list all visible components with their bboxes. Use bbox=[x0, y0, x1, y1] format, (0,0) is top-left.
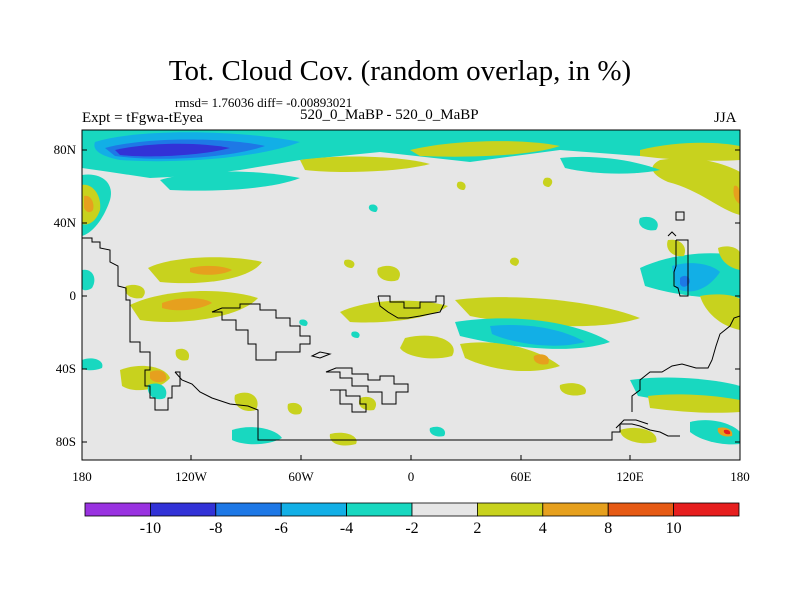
x-tick-label: 180 bbox=[72, 469, 92, 484]
colorbar-box bbox=[476, 502, 544, 517]
contour-patch bbox=[125, 284, 145, 299]
coastline bbox=[377, 295, 445, 319]
contour-patch bbox=[329, 432, 357, 446]
experiment-label: Expt = tFgwa-tEyea bbox=[82, 110, 203, 126]
contour-patch bbox=[690, 420, 740, 445]
colorbar-label: 10 bbox=[666, 520, 682, 537]
coastline bbox=[667, 231, 677, 237]
coastline bbox=[325, 367, 409, 405]
contour-patch bbox=[400, 335, 454, 359]
colorbar-box bbox=[542, 502, 609, 517]
contour-patch bbox=[115, 143, 230, 157]
colorbar-label: -10 bbox=[140, 520, 161, 537]
x-axis: 180 120W 60W 0 60E 120E 180 bbox=[72, 469, 750, 484]
coastline bbox=[82, 237, 181, 411]
contour-patch bbox=[377, 265, 400, 282]
colorbar-label: 2 bbox=[473, 520, 481, 537]
x-tick-label: 60E bbox=[511, 469, 532, 484]
y-tick-label: 0 bbox=[70, 288, 77, 303]
contour-fills bbox=[82, 130, 740, 446]
contour-patch bbox=[733, 185, 740, 204]
coastline bbox=[673, 239, 689, 297]
contour-patch bbox=[162, 298, 212, 311]
contour-patch bbox=[456, 181, 466, 190]
colorbar-box bbox=[215, 502, 282, 517]
colorbar-label: 4 bbox=[539, 520, 547, 537]
coastline bbox=[174, 371, 680, 441]
colorbar-box bbox=[84, 502, 151, 517]
colorbar-label: -4 bbox=[340, 520, 353, 537]
contour-patch bbox=[368, 204, 378, 212]
coastline bbox=[330, 389, 367, 413]
contour-patch bbox=[82, 269, 95, 291]
colorbar-label: -6 bbox=[275, 520, 288, 537]
contour-patch bbox=[490, 324, 585, 346]
colorbar: -10 -8 -6 -4 -2 2 4 8 10 bbox=[84, 502, 740, 537]
x-tick-label: 60W bbox=[288, 469, 314, 484]
contour-patch bbox=[460, 342, 560, 372]
contour-patch bbox=[340, 300, 448, 323]
contour-patch bbox=[175, 348, 190, 361]
contour-patch bbox=[648, 394, 740, 413]
tick-marks bbox=[81, 149, 741, 460]
coastline bbox=[211, 303, 311, 361]
case-label: 520_0_MaBP - 520_0_MaBP bbox=[300, 107, 479, 123]
contour-patch bbox=[723, 429, 731, 435]
contour-patch bbox=[343, 259, 355, 268]
colorbar-box bbox=[149, 502, 217, 517]
contour-patch bbox=[559, 383, 586, 396]
x-tick-label: 120E bbox=[616, 469, 644, 484]
contour-patch bbox=[84, 195, 94, 213]
contour-patch bbox=[560, 156, 660, 174]
contour-patch bbox=[358, 396, 377, 411]
coastline bbox=[310, 351, 332, 359]
y-tick-label: 40N bbox=[54, 215, 77, 230]
season-label: JJA bbox=[714, 110, 737, 126]
contour-patch bbox=[150, 370, 167, 383]
contour-patch bbox=[718, 246, 740, 270]
x-tick-label: 0 bbox=[408, 469, 415, 484]
contour-patch bbox=[542, 177, 553, 187]
contour-patch bbox=[299, 319, 308, 326]
y-tick-label: 40S bbox=[56, 361, 76, 376]
contour-patch bbox=[410, 141, 560, 157]
contour-patch bbox=[147, 383, 167, 400]
y-axis: 80N 40N 0 40S 80S bbox=[54, 142, 77, 449]
colorbar-box bbox=[280, 502, 348, 517]
colorbar-label: -8 bbox=[209, 520, 222, 537]
contour-patch bbox=[190, 265, 232, 275]
contour-patch bbox=[429, 426, 446, 437]
contour-patch bbox=[620, 427, 657, 444]
coastlines bbox=[82, 211, 740, 441]
contour-patch bbox=[640, 142, 740, 161]
colorbar-box bbox=[673, 502, 740, 517]
plot-title: Tot. Cloud Cov. (random overlap, in %) bbox=[168, 55, 632, 87]
x-tick-label: 120W bbox=[175, 469, 208, 484]
contour-patch bbox=[160, 171, 300, 191]
contour-patch bbox=[533, 354, 549, 365]
colorbar-label: 8 bbox=[604, 520, 612, 537]
contour-patch bbox=[300, 156, 430, 172]
x-tick-label: 180 bbox=[730, 469, 750, 484]
contour-patch bbox=[82, 358, 103, 371]
contour-patch bbox=[509, 257, 519, 266]
coastline bbox=[615, 419, 649, 429]
contour-patch bbox=[700, 294, 740, 330]
colorbar-box bbox=[607, 502, 675, 517]
colorbar-box bbox=[411, 502, 478, 517]
contour-patch bbox=[652, 158, 740, 215]
coastline bbox=[675, 211, 685, 221]
contour-patch bbox=[351, 331, 360, 338]
colorbar-box bbox=[346, 502, 413, 517]
contour-patch bbox=[234, 392, 258, 412]
coastline bbox=[631, 315, 740, 412]
y-tick-label: 80S bbox=[56, 434, 76, 449]
contour-patch bbox=[639, 216, 658, 231]
contour-patch bbox=[287, 402, 303, 415]
y-tick-label: 80N bbox=[54, 142, 77, 157]
colorbar-label: -2 bbox=[405, 520, 418, 537]
rmsd-diff-stats: rmsd= 1.76036 diff= -0.00893021 bbox=[175, 95, 353, 110]
